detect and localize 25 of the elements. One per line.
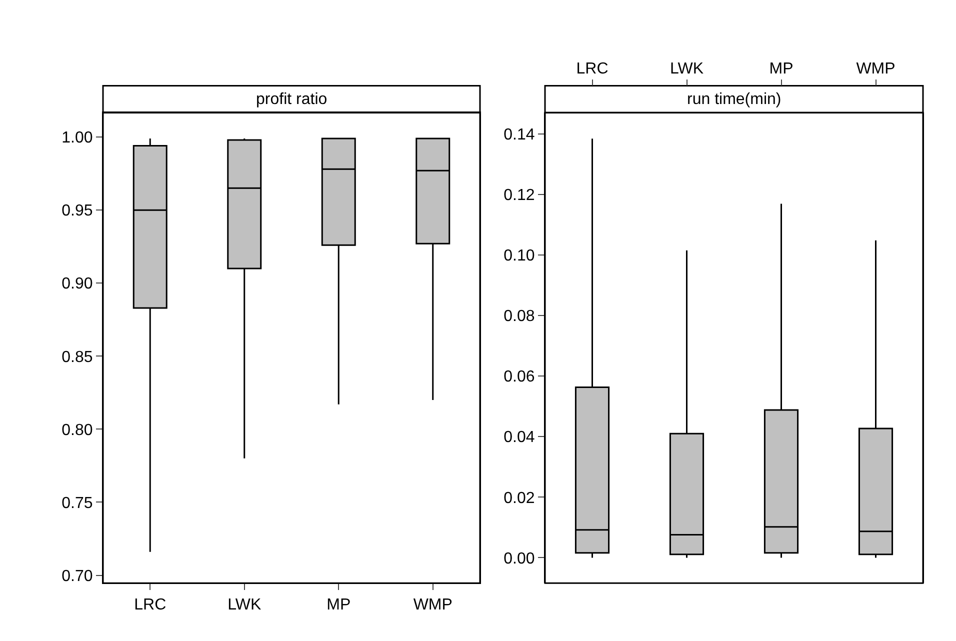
y-tick-label: 0.08 xyxy=(504,308,535,326)
y-tick-label: 0.10 xyxy=(504,248,535,265)
x-tick-label: LRC xyxy=(134,596,166,614)
chart-title: run time(min) xyxy=(687,91,782,108)
y-tick-label: 0.75 xyxy=(62,494,93,512)
y-tick-label: 1.00 xyxy=(62,130,93,147)
x-tick-label: MP xyxy=(769,60,794,78)
y-tick-label: 0.80 xyxy=(62,422,93,439)
x-tick-label: LWK xyxy=(228,596,262,614)
y-tick-label: 0.14 xyxy=(504,126,535,144)
x-tick-label: LRC xyxy=(576,60,608,78)
y-tick-label: 0.85 xyxy=(62,348,93,366)
x-tick-label: WMP xyxy=(856,60,896,78)
y-tick-label: 0.00 xyxy=(504,550,535,568)
y-tick-label: 0.12 xyxy=(504,186,535,204)
y-tick-label: 0.02 xyxy=(504,490,535,507)
x-tick-label: MP xyxy=(326,596,351,614)
y-tick-label: 0.06 xyxy=(504,368,535,386)
y-tick-label: 0.70 xyxy=(62,568,93,585)
chart-title: profit ratio xyxy=(256,91,328,108)
y-tick-label: 0.90 xyxy=(62,276,93,293)
y-tick-label: 0.04 xyxy=(504,429,535,446)
x-tick-label: LWK xyxy=(670,60,704,78)
x-tick-label: WMP xyxy=(413,596,452,614)
y-tick-label: 0.95 xyxy=(62,202,93,220)
